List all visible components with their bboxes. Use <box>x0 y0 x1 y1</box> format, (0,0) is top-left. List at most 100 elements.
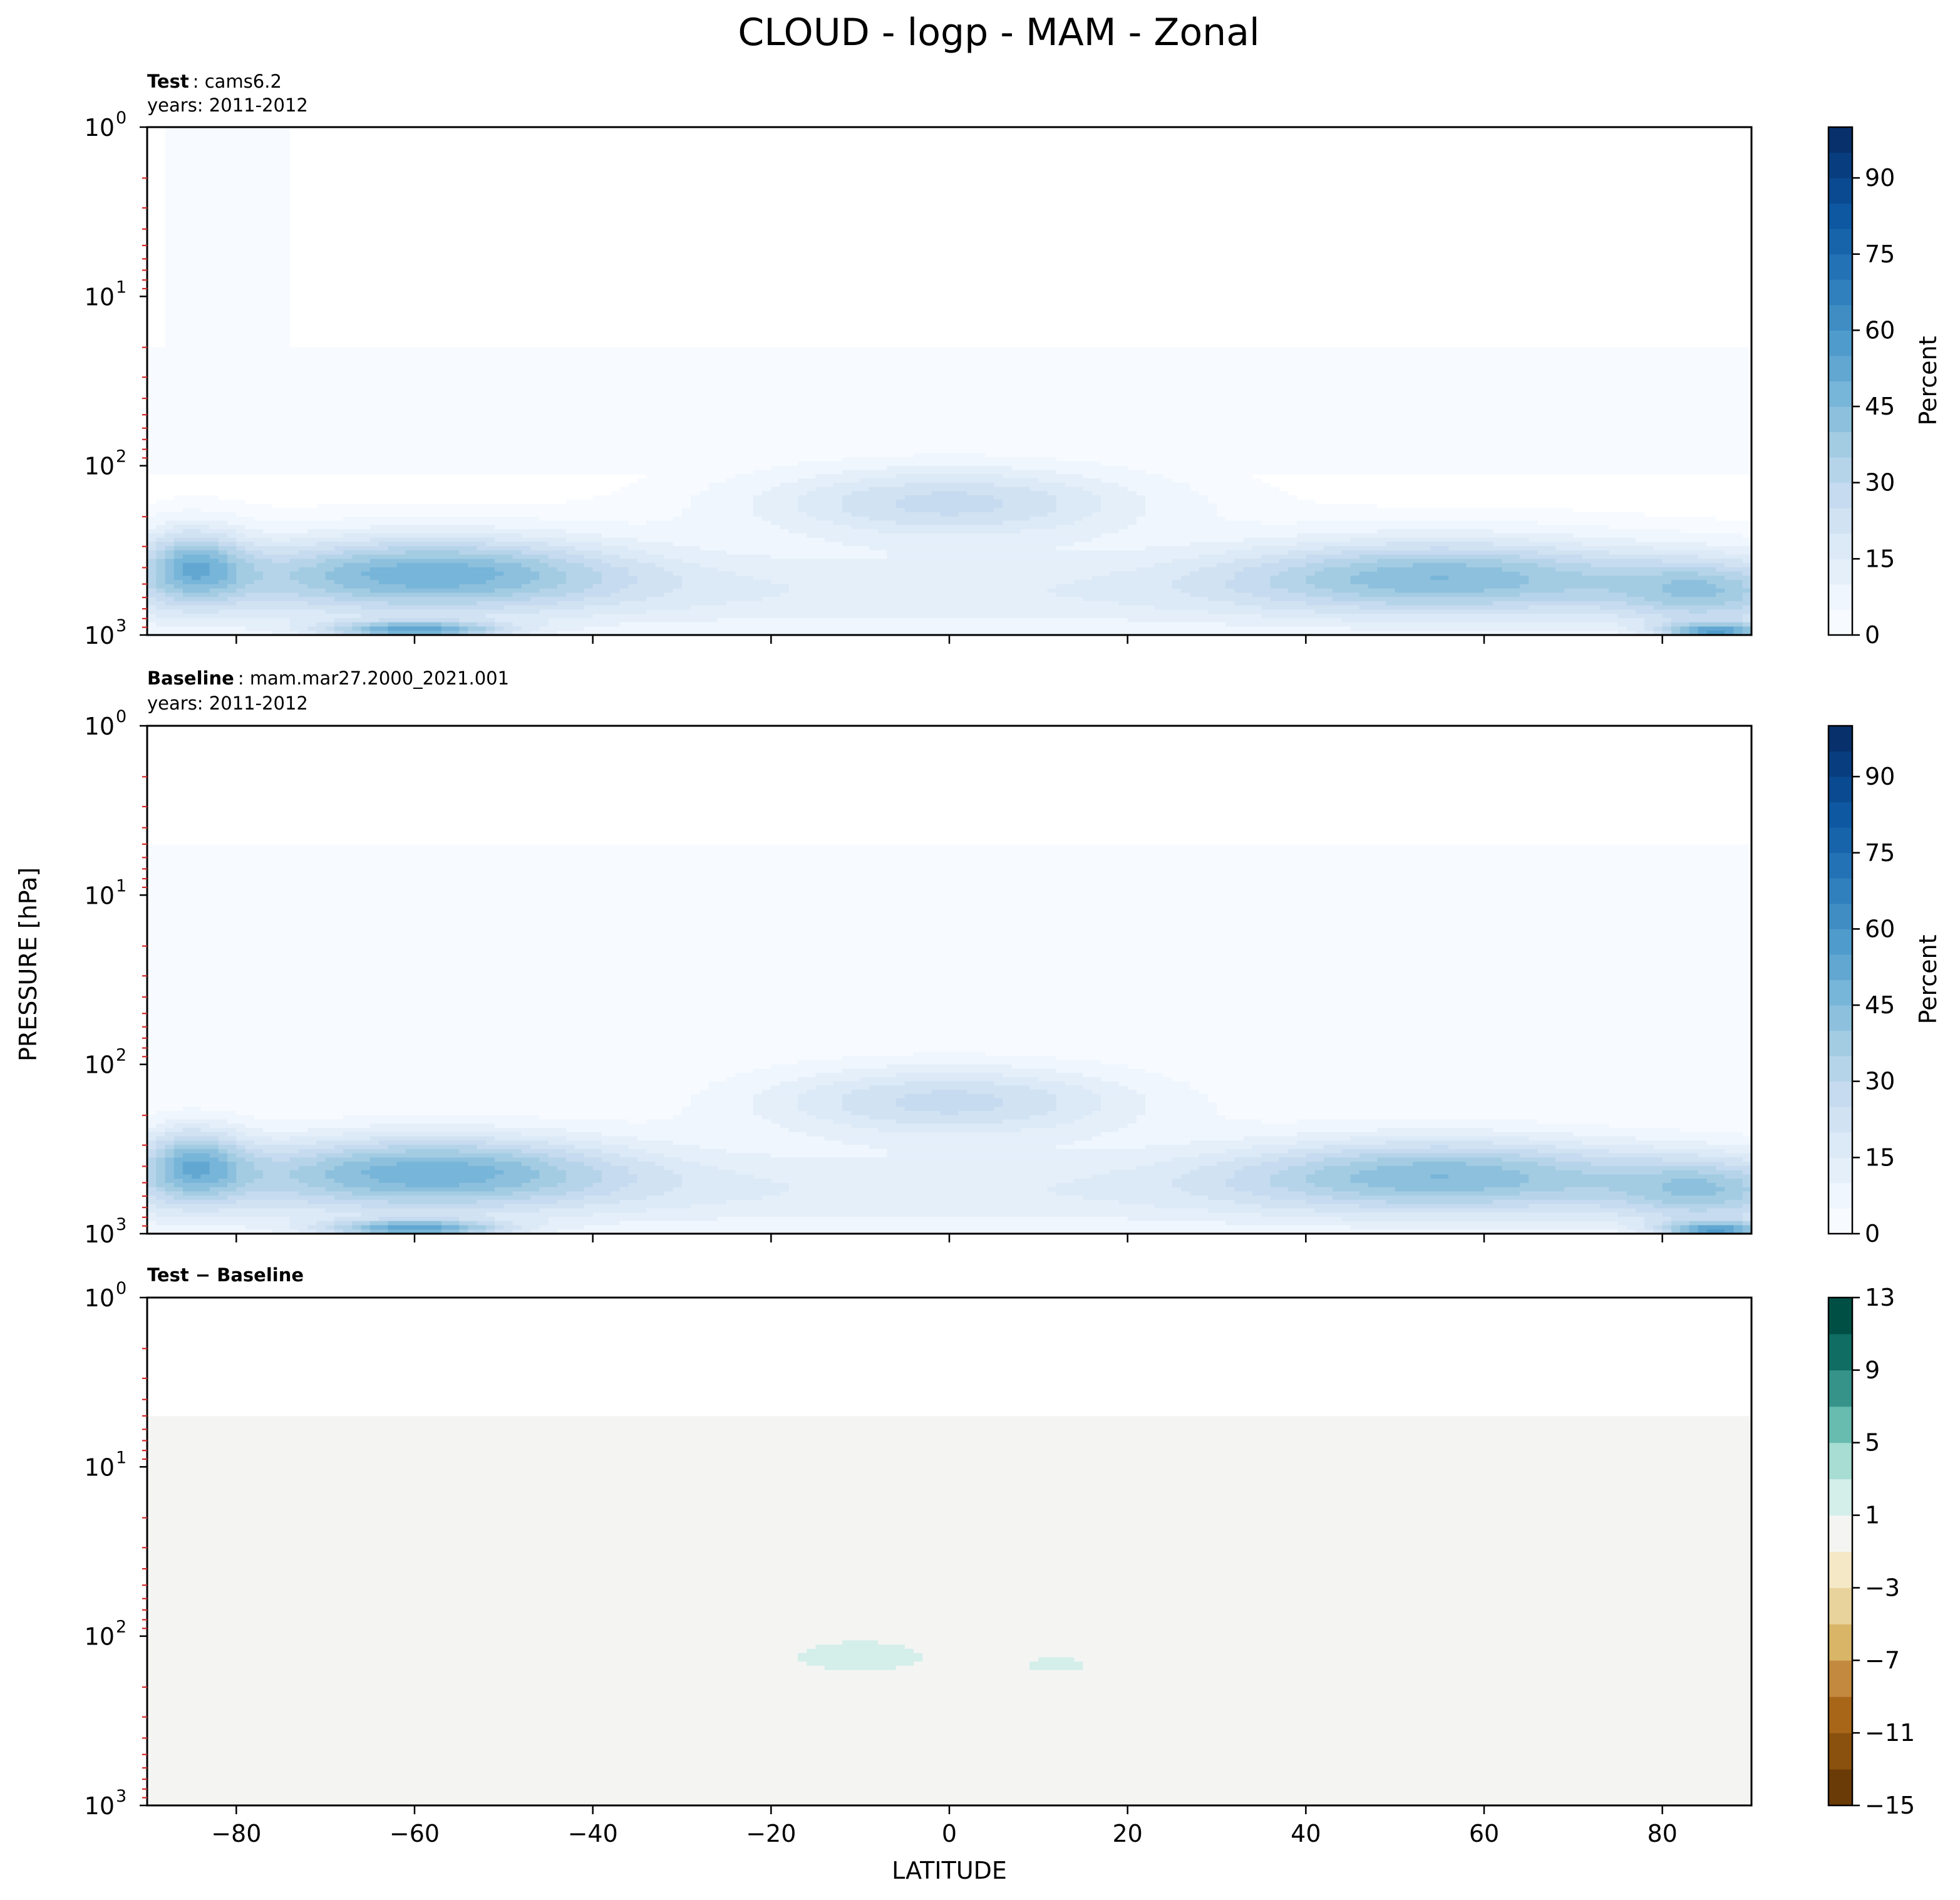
contour-cell <box>1314 1182 1369 1188</box>
contour-cell <box>147 1145 157 1150</box>
contour-cell <box>1430 576 1449 581</box>
contour-cell <box>673 1140 843 1145</box>
contour-cell <box>227 567 237 572</box>
contour-cell <box>182 563 210 568</box>
contour-cell <box>1333 588 1396 594</box>
contour-cell <box>503 605 585 611</box>
contour-cell <box>173 1170 183 1175</box>
contour-cell <box>495 576 540 581</box>
contour-cell <box>548 1221 620 1226</box>
contour-cell <box>165 220 291 225</box>
contour-cell <box>1413 1162 1467 1167</box>
contour-cell <box>682 559 1173 564</box>
contour-cell <box>147 1496 1751 1501</box>
contour-cell <box>1100 495 1146 500</box>
contour-cell <box>699 563 1155 568</box>
x-tick-label: −20 <box>746 1820 796 1847</box>
contour-cell <box>1100 1098 1146 1103</box>
contour-cell <box>147 1035 1751 1040</box>
contour-cell <box>1306 1153 1360 1158</box>
contour-cell <box>1529 580 1672 585</box>
contour-cell <box>1689 631 1699 635</box>
contour-cell <box>1493 1199 1627 1205</box>
contour-cell <box>192 576 201 581</box>
contour-cell <box>1725 1174 1751 1179</box>
contour-cell <box>459 622 478 627</box>
contour-cell <box>477 546 531 551</box>
contour-cell <box>735 571 1110 576</box>
contour-cell <box>1537 1149 1609 1154</box>
contour-cell <box>1003 503 1057 509</box>
x-tick-label: −40 <box>568 1820 618 1847</box>
contour-cell <box>165 292 291 297</box>
contour-cell <box>173 567 183 572</box>
contour-cell <box>147 1551 1751 1556</box>
contour-cell <box>753 508 798 513</box>
contour-cell <box>227 563 237 568</box>
contour-cell <box>298 631 317 635</box>
contour-cell <box>147 929 1751 934</box>
contour-cell <box>156 1149 166 1154</box>
contour-cell <box>289 1170 326 1175</box>
contour-cell <box>236 576 264 581</box>
contour-cell <box>1020 1128 1120 1133</box>
contour-cell <box>1368 584 1520 589</box>
contour-cell <box>1653 631 1663 635</box>
contour-cell <box>227 571 237 576</box>
contour-cell <box>815 487 870 492</box>
contour-cell <box>1217 1102 1751 1107</box>
contour-cell <box>682 512 754 517</box>
contour-cell <box>1190 571 1235 576</box>
contour-cell <box>726 1199 1120 1205</box>
contour-cell <box>584 588 620 594</box>
contour-cell <box>147 1479 1751 1484</box>
contour-cell <box>1091 512 1146 517</box>
contour-cell <box>1600 605 1654 611</box>
contour-cell <box>1698 1225 1735 1230</box>
contour-cell <box>361 631 371 635</box>
contour-cell <box>236 554 255 559</box>
contour-cell <box>833 482 905 488</box>
contour-cell <box>289 537 371 542</box>
contour-cell <box>147 1700 1751 1705</box>
contour-cell <box>298 580 335 585</box>
colorbar-tick-label: 45 <box>1865 393 1895 420</box>
contour-cell <box>245 559 272 564</box>
colorbar-tick-label: 60 <box>1865 915 1895 942</box>
contour-cell <box>307 529 567 534</box>
contour-cell <box>619 1221 1226 1226</box>
contour-cell <box>388 1225 442 1230</box>
contour-cell <box>1555 1165 1716 1171</box>
contour-cell <box>165 173 291 178</box>
contour-cell <box>227 1165 237 1171</box>
contour-cell <box>967 1090 1048 1095</box>
contour-cell <box>165 262 291 267</box>
colorbar-segment <box>1828 1208 1852 1234</box>
contour-cell <box>147 1742 1751 1747</box>
contour-cell <box>147 1128 166 1133</box>
contour-cell <box>156 1140 175 1145</box>
contour-cell <box>227 1153 237 1158</box>
contour-cell <box>1680 1128 1751 1133</box>
contour-cell <box>396 1162 468 1167</box>
contour-cell <box>272 559 291 564</box>
contour-cell <box>1261 554 1306 559</box>
contour-cell <box>209 1187 237 1192</box>
contour-cell <box>1100 503 1146 509</box>
contour-cell <box>218 537 237 542</box>
contour-cell <box>798 1657 923 1662</box>
colorbar-tick-label: 15 <box>1865 1144 1895 1171</box>
contour-cell <box>557 631 1619 635</box>
contour-cell <box>753 1107 798 1112</box>
contour-cell <box>539 1115 674 1120</box>
contour-cell <box>156 546 166 551</box>
colorbar-segment <box>1828 1769 1852 1806</box>
contour-cell <box>1626 1225 1645 1230</box>
contour-cell <box>343 1115 540 1120</box>
contour-cell <box>798 508 843 513</box>
contour-cell <box>1377 1157 1503 1162</box>
contour-cell <box>165 152 291 157</box>
colorbar-segment <box>1828 954 1852 980</box>
contour-cell <box>1100 1102 1146 1107</box>
contour-cell <box>1225 1179 1271 1184</box>
